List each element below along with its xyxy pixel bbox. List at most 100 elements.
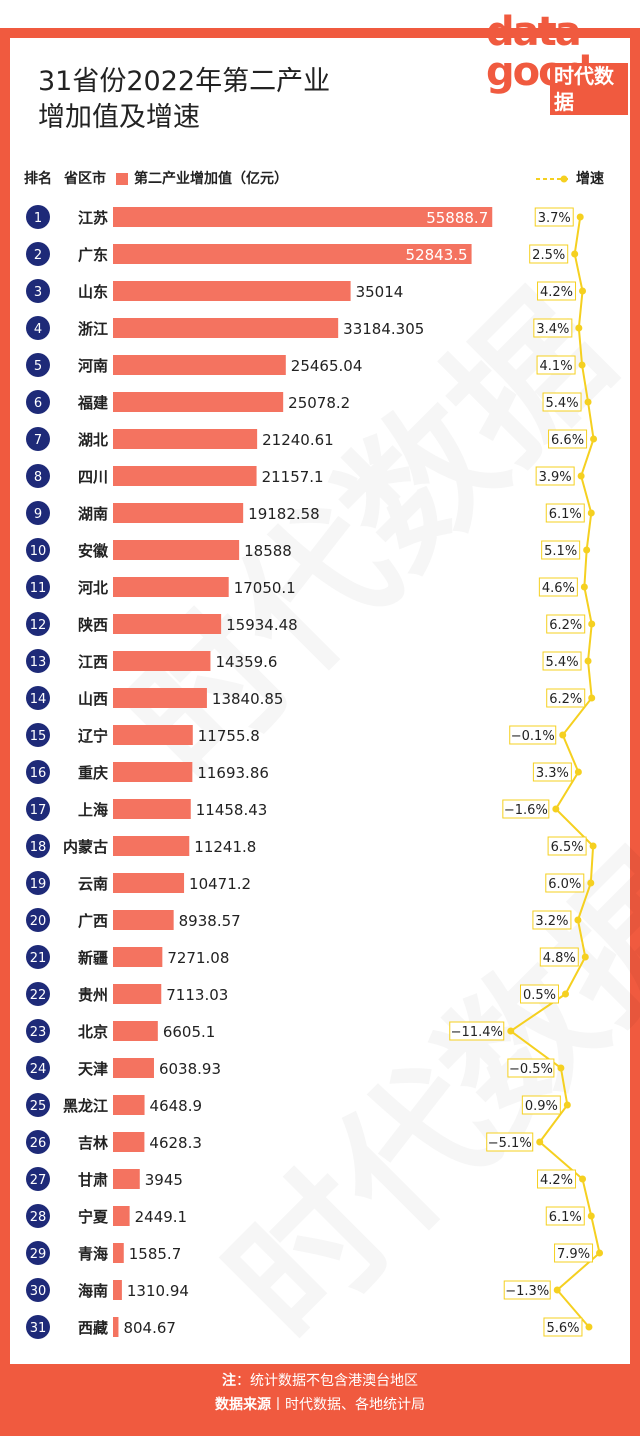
rank-label: 4	[34, 322, 42, 337]
growth-label-box	[535, 466, 575, 486]
rank-circle	[26, 871, 50, 895]
growth-label: 6.6%	[551, 433, 584, 448]
rank-label: 21	[30, 951, 47, 966]
growth-label: 6.5%	[551, 840, 584, 855]
growth-label-box	[548, 429, 588, 449]
growth-point	[584, 398, 592, 406]
growth-point	[584, 657, 592, 665]
bar-value-label: 11693.86	[197, 764, 269, 782]
growth-point	[507, 1027, 515, 1035]
rank-circle	[26, 945, 50, 969]
growth-label: 6.0%	[548, 877, 581, 892]
growth-label: 3.4%	[536, 322, 569, 337]
rank-circle	[26, 427, 50, 451]
bar	[113, 1280, 122, 1300]
rank-circle	[26, 612, 50, 636]
province-label: 海南	[78, 1282, 108, 1300]
bar	[113, 873, 185, 893]
growth-label-box	[536, 355, 576, 375]
source-label: 数据来源	[215, 1397, 271, 1413]
growth-label-box	[545, 873, 585, 893]
legend-bar-label: 第二产业增加值（亿元）	[134, 171, 288, 187]
growth-point	[580, 583, 588, 591]
growth-point	[587, 1212, 595, 1220]
growth-label: 5.1%	[544, 544, 577, 559]
rank-circle	[26, 1093, 50, 1117]
bar-value-label: 25465.04	[291, 357, 363, 375]
bar	[113, 688, 207, 708]
bar-value-label: 13840.85	[212, 690, 284, 708]
growth-point	[581, 953, 589, 961]
rank-circle	[26, 760, 50, 784]
growth-label-box	[554, 1243, 594, 1263]
bar	[113, 540, 240, 560]
rank-circle	[26, 242, 50, 266]
bar-value-label: 3945	[145, 1171, 183, 1189]
growth-label-box	[509, 725, 557, 745]
growth-label: 6.1%	[549, 1210, 582, 1225]
bar-value-label: 33184.305	[343, 320, 424, 338]
growth-label-box	[545, 503, 585, 523]
growth-label-box	[449, 1021, 505, 1041]
rank-label: 7	[34, 433, 42, 448]
province-label: 北京	[78, 1023, 108, 1041]
bar-value-label: 1585.7	[129, 1245, 182, 1263]
growth-label-box	[532, 762, 572, 782]
bar	[113, 1243, 124, 1263]
growth-label: −0.5%	[509, 1062, 553, 1077]
bar-value-label: 17050.1	[234, 579, 296, 597]
growth-label-box	[502, 799, 550, 819]
rank-circle	[26, 1204, 50, 1228]
bar	[113, 1132, 145, 1152]
rank-circle	[26, 834, 50, 858]
bar-value-label: 21240.61	[262, 431, 334, 449]
frame-border	[0, 28, 640, 1436]
rank-label: 28	[30, 1210, 47, 1225]
legend-line-swatch	[536, 175, 568, 183]
rank-circle	[26, 501, 50, 525]
rank-label: 31	[30, 1321, 47, 1336]
growth-point	[536, 1138, 544, 1146]
rank-circle	[26, 1167, 50, 1191]
header-rank: 排名	[24, 171, 52, 187]
legend-bar-swatch	[116, 173, 128, 185]
province-label: 江西	[78, 653, 108, 671]
header-province: 省区市	[64, 171, 106, 187]
bar	[113, 355, 286, 375]
title-line-1: 31省份2022年第二产业	[38, 66, 331, 97]
rank-circle	[26, 908, 50, 932]
rank-label: 3	[34, 285, 42, 300]
bar	[113, 910, 174, 930]
growth-label-box	[529, 244, 569, 264]
bar-value-label: 4648.9	[150, 1097, 203, 1115]
rank-circle	[26, 1130, 50, 1154]
province-label: 天津	[78, 1060, 108, 1078]
title-line-2: 增加值及增速	[38, 102, 200, 133]
growth-point	[587, 509, 595, 517]
bar	[113, 651, 211, 671]
rank-label: 11	[30, 581, 47, 596]
growth-point	[571, 250, 579, 258]
province-label: 云南	[78, 875, 108, 893]
growth-label-box	[521, 1095, 561, 1115]
rank-label: 6	[34, 396, 42, 411]
growth-label: 4.1%	[540, 359, 573, 374]
rank-circle	[26, 279, 50, 303]
province-label: 黑龙江	[63, 1097, 108, 1115]
bar-value-label: 4628.3	[149, 1134, 202, 1152]
bar	[113, 392, 284, 412]
rank-label: 15	[30, 729, 47, 744]
growth-label: 4.2%	[540, 285, 573, 300]
rank-circle	[26, 982, 50, 1006]
province-label: 甘肃	[78, 1171, 108, 1189]
bar-value-label: 8938.57	[179, 912, 241, 930]
growth-label-box	[542, 392, 582, 412]
province-label: 吉林	[78, 1134, 109, 1152]
rank-circle	[26, 316, 50, 340]
growth-label: 4.8%	[543, 951, 576, 966]
bar	[113, 614, 222, 634]
rank-label: 1	[34, 211, 42, 226]
rank-label: 24	[30, 1062, 47, 1077]
bar	[113, 503, 244, 523]
rank-circle	[26, 1315, 50, 1339]
